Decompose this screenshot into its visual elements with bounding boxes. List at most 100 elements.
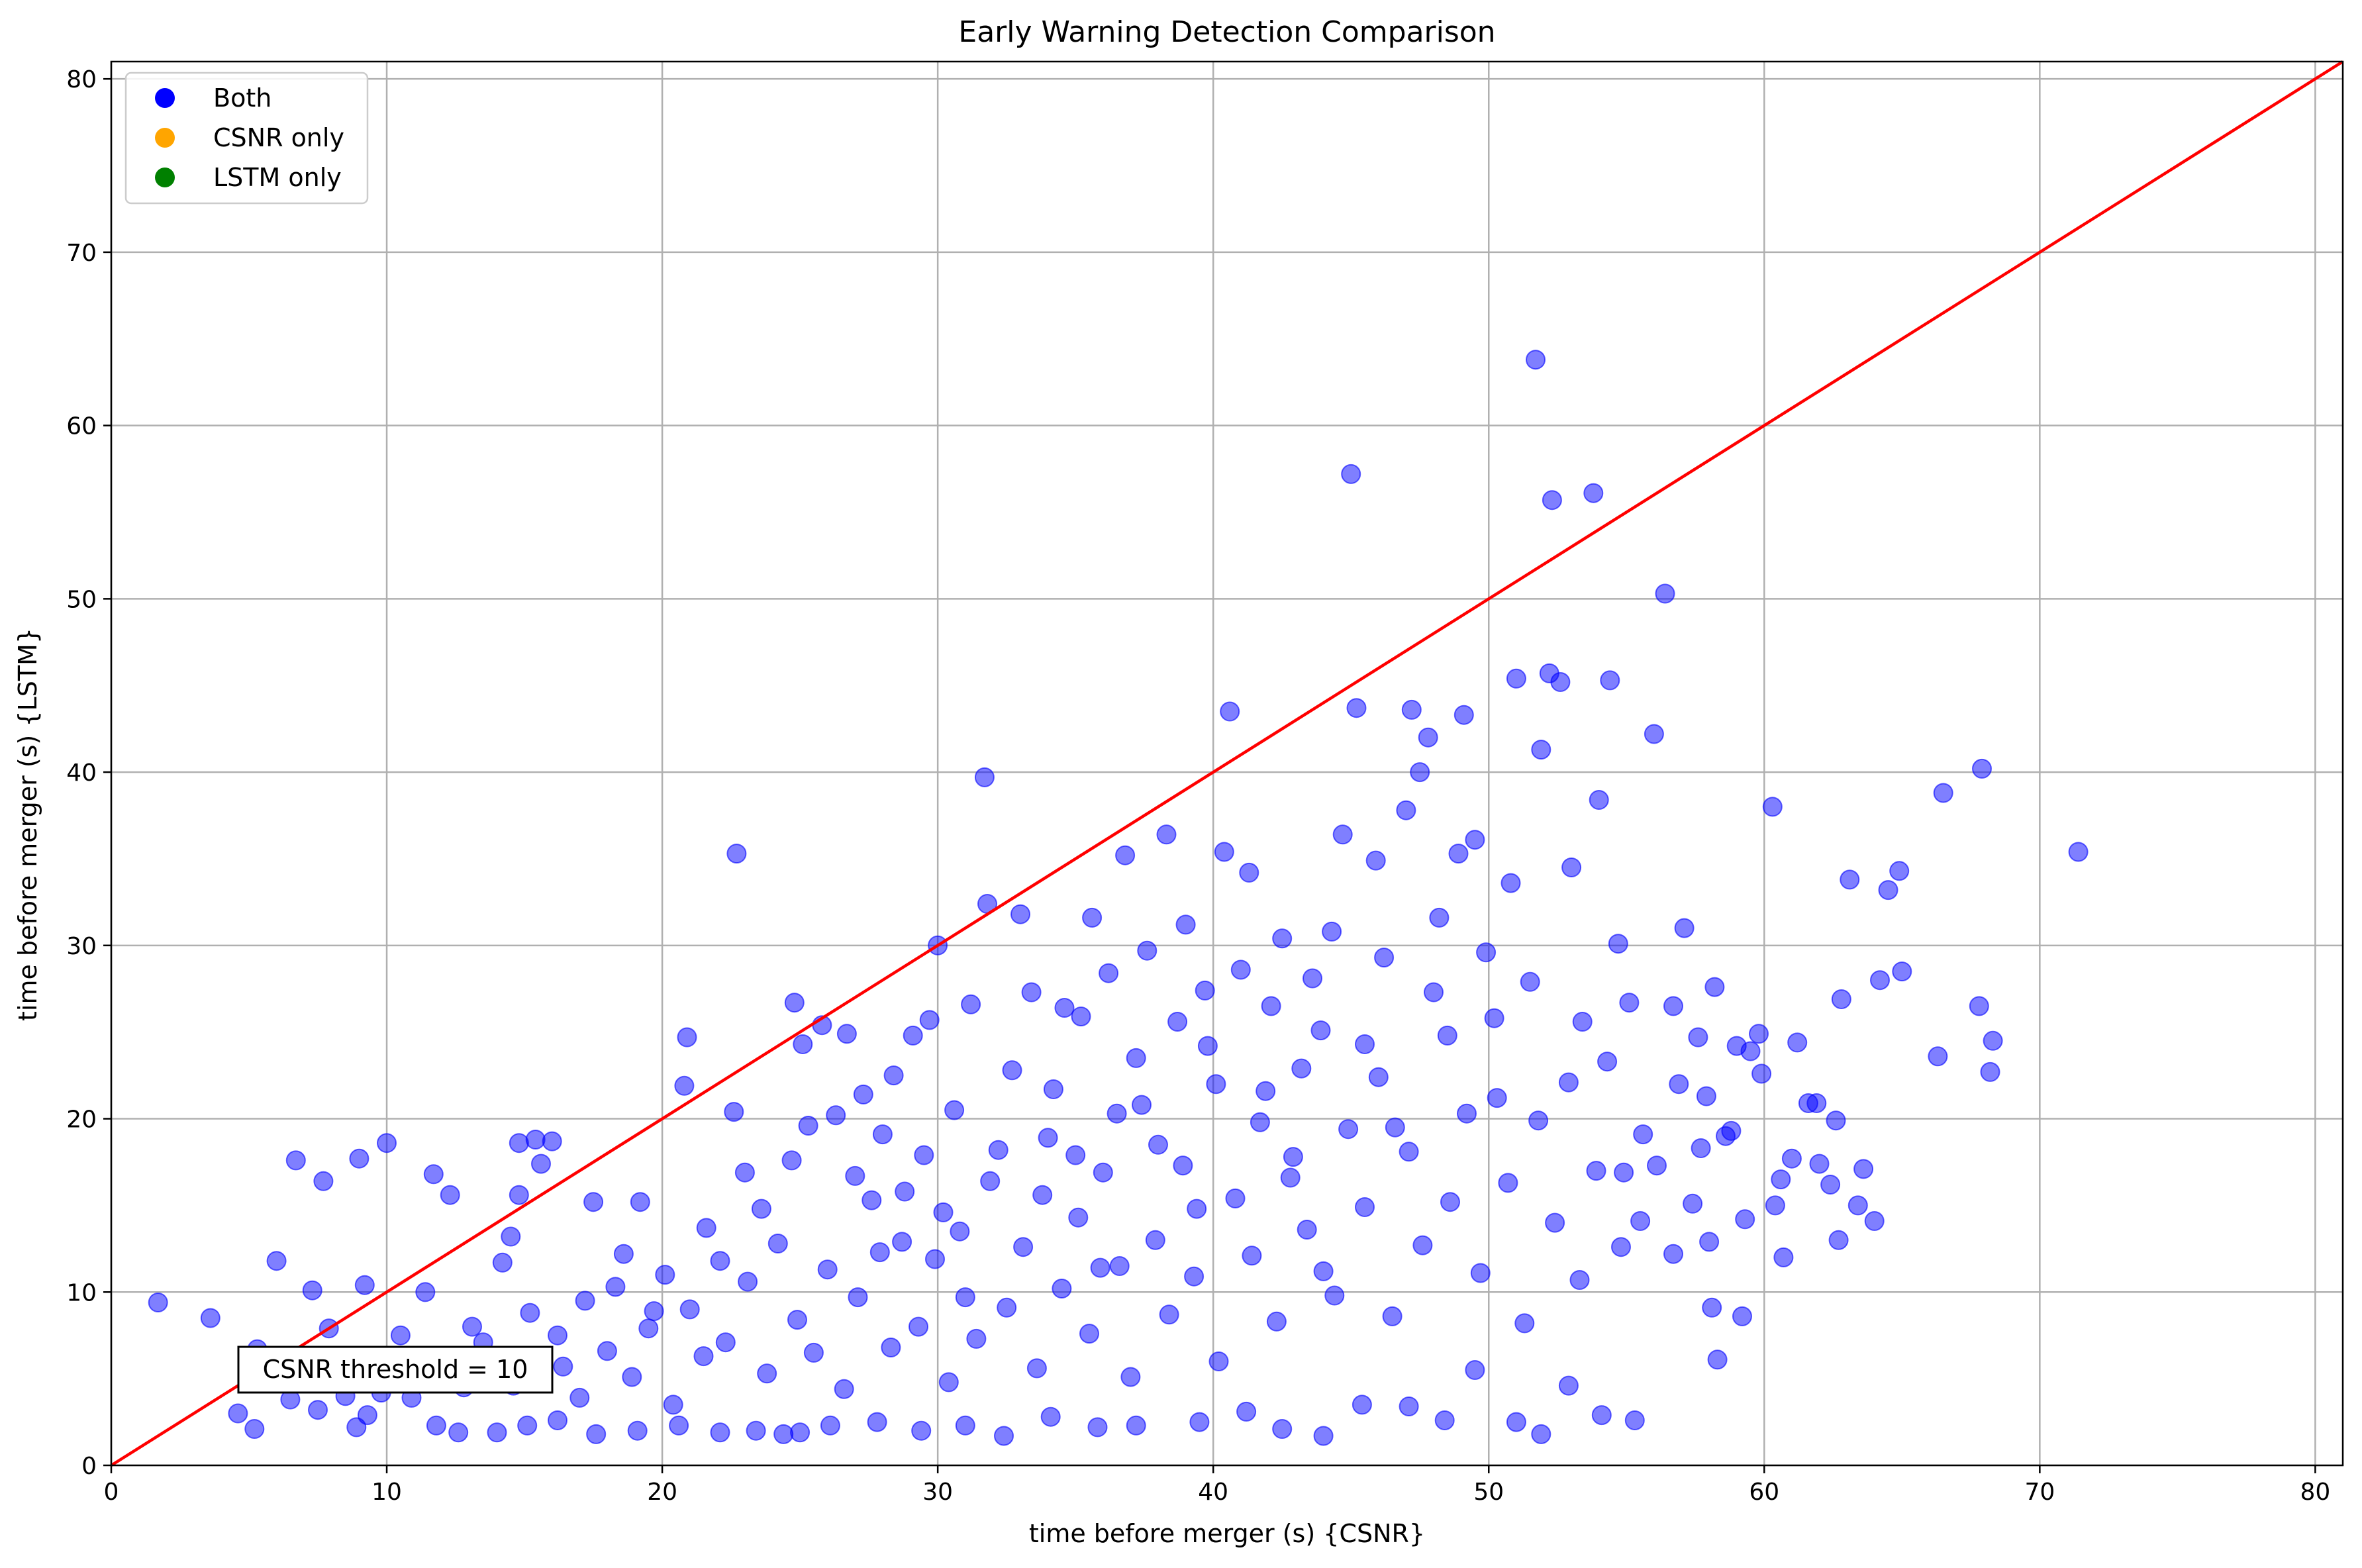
data-point [228,1403,248,1424]
data-point [1702,1297,1722,1318]
data-point [1608,934,1628,954]
data-point [1399,1396,1419,1416]
data-point [1683,1193,1703,1214]
data-point [1396,800,1416,820]
data-point [302,1280,322,1300]
data-point [597,1341,617,1361]
data-point [1558,1375,1579,1396]
legend-marker-csnr-only [155,128,175,148]
data-point [1324,1285,1345,1306]
data-point [1531,1424,1551,1444]
data-point [696,1218,716,1238]
data-point [848,1287,868,1308]
legend-frame [124,72,369,205]
data-point [148,1293,168,1312]
data-point [1283,1147,1303,1167]
data-point [938,1372,959,1393]
data-point [1026,1358,1047,1379]
data-point [903,1025,923,1046]
data-point [1558,1072,1579,1093]
legend-item-lstm-only: LSTM only [155,163,342,192]
data-point [1208,1351,1229,1371]
data-point [820,1415,840,1436]
data-point [836,1024,857,1044]
data-point [1090,1257,1110,1278]
data-point [950,1221,970,1242]
annotation-box: CSNR threshold = 10 [237,1346,554,1394]
data-point [1561,858,1582,877]
y-axis-label: time before merger (s) {LSTM} [13,628,42,1021]
data-point [1250,1112,1270,1132]
data-point [817,1259,838,1280]
data-point [944,1100,965,1120]
data-point [1239,862,1259,883]
data-point [892,1232,912,1252]
data-point [1528,1110,1549,1131]
data-point [1453,705,1474,725]
data-point [1663,1244,1683,1264]
grid [110,62,2343,1467]
legend-marker-both [155,88,175,108]
data-point [1087,1417,1108,1438]
data-point [630,1192,650,1212]
data-point [1382,1306,1402,1326]
data-point [266,1251,287,1271]
data-point [715,1332,736,1353]
data-point [1781,1148,1802,1169]
data-point [390,1325,411,1346]
data-point [1542,490,1562,511]
data-point [1322,921,1342,942]
data-point [1691,1138,1711,1158]
data-point [1385,1117,1405,1138]
data-point [487,1422,507,1443]
data-point [909,1316,928,1337]
legend-label-csnr-only: CSNR only [213,123,344,152]
data-point [1355,1197,1375,1217]
data-point [974,767,995,787]
data-point [1809,1153,1830,1174]
y-tick-label: 60 [66,413,97,440]
data-point [751,1199,771,1219]
data-point [200,1308,221,1328]
data-point [1465,830,1485,850]
data-point [1013,1237,1034,1257]
data-point [1457,1103,1477,1124]
data-point [861,1190,882,1210]
data-point [1332,824,1353,845]
legend-item-csnr-only: CSNR only [155,123,344,152]
data-point [1167,1012,1188,1032]
data-points [148,350,2089,1446]
data-point [308,1400,328,1420]
data-point [357,1405,377,1426]
data-point [1437,1025,1457,1046]
data-point [1983,1030,2003,1051]
x-tick-label: 30 [922,1479,953,1506]
data-point [784,993,805,1013]
data-point [1440,1192,1460,1212]
data-point [1669,1074,1689,1095]
data-point [1148,1134,1168,1155]
data-point [1853,1159,1874,1179]
data-point [1368,1067,1389,1087]
data-point [1412,1235,1433,1255]
data-point [1826,1110,1846,1131]
data-point [997,1297,1017,1318]
data-point [2068,842,2089,862]
data-point [531,1153,551,1174]
y-tick-label: 20 [66,1106,97,1134]
data-point [1732,1306,1752,1326]
data-point [627,1420,648,1441]
data-point [583,1192,604,1212]
data-point [826,1105,846,1126]
data-point [1647,1155,1667,1176]
data-point [1206,1074,1226,1095]
data-point [1434,1410,1455,1430]
data-point [1137,940,1157,961]
data-point [669,1415,689,1436]
y-tick-label: 30 [66,933,97,960]
data-point [1297,1220,1317,1240]
data-point [622,1367,642,1387]
data-point [1065,1145,1086,1165]
data-point [1583,483,1604,503]
